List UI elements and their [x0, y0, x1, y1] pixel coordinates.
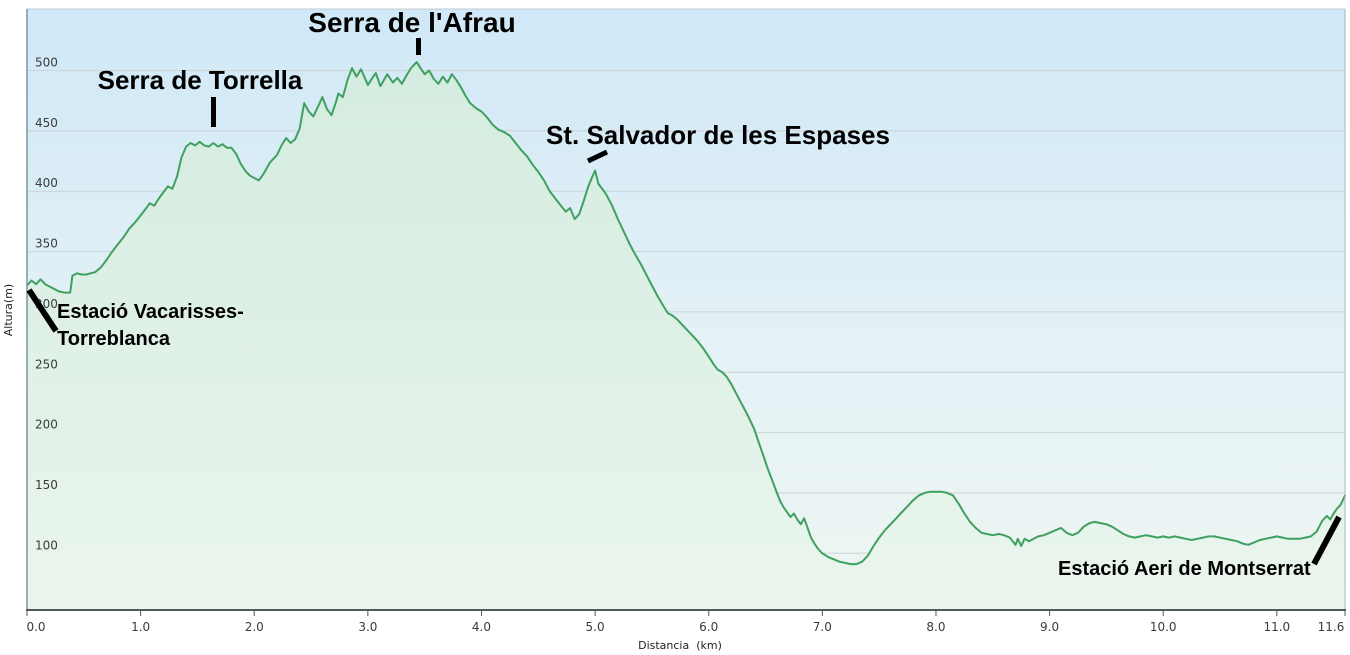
marker-estacio-vacarisses: [26, 288, 59, 333]
x-tick-label-3.0: 3.0: [358, 620, 377, 634]
annotation-serra-de-torrella: Serra de Torrella: [97, 65, 303, 95]
x-tick-label-11.6: 11.6: [1318, 620, 1345, 634]
annotation-st-salvador-de-les-espases: St. Salvador de les Espases: [546, 120, 890, 150]
x-tick-label-7.0: 7.0: [813, 620, 832, 634]
x-axis-ticks: 0.0 1.0 2.0 3.0 4.0 5.0 6.0 7.0 8.0 9.0 10.0 11.0 11…: [26, 611, 1346, 634]
x-tick-label-11.0: 11.0: [1263, 620, 1290, 634]
marker-st-salvador: [586, 149, 609, 164]
annotation-estacio-vacarisses-torreblanca: Estació Vacarisses- Torreblanca: [57, 299, 244, 353]
annotation-markers: [26, 38, 1342, 566]
x-tick-label-6.0: 6.0: [699, 620, 718, 634]
y-tick-label-350: 350: [35, 237, 58, 251]
x-tick-label-5.0: 5.0: [586, 620, 605, 634]
annotation-line-1: Estació Vacarisses-: [57, 301, 244, 323]
x-tick-label-9.0: 9.0: [1040, 620, 1059, 634]
annotation-serra-de-lafrau: Serra de l'Afrau: [308, 7, 516, 38]
elevation-area: [27, 62, 1345, 611]
y-tick-label-450: 450: [35, 116, 58, 130]
elevation-line: [26, 61, 1346, 566]
x-tick-label-2.0: 2.0: [245, 620, 264, 634]
x-tick-label-10.0: 10.0: [1150, 620, 1177, 634]
x-tick-label-1.0: 1.0: [131, 620, 150, 634]
y-tick-label-150: 150: [35, 478, 58, 492]
plot-border: [26, 8, 1346, 611]
x-tick-label-8.0: 8.0: [926, 620, 945, 634]
annotation-line-2: Torreblanca: [57, 328, 170, 350]
x-tick-label-0.0: 0.0: [26, 620, 45, 634]
y-tick-label-400: 400: [35, 176, 58, 190]
marker-estacio-aeri: [1311, 515, 1342, 566]
x-tick-label-4.0: 4.0: [472, 620, 491, 634]
y-tick-label-250: 250: [35, 357, 58, 371]
y-tick-label-200: 200: [35, 418, 58, 432]
y-axis-title: Altura(m): [2, 284, 15, 336]
y-tick-label-100: 100: [35, 538, 58, 552]
y-tick-label-500: 500: [35, 56, 58, 70]
annotation-estacio-aeri-de-montserrat: Estació Aeri de Montserrat: [1058, 558, 1311, 580]
x-axis-title: Distancia (km): [638, 639, 722, 652]
